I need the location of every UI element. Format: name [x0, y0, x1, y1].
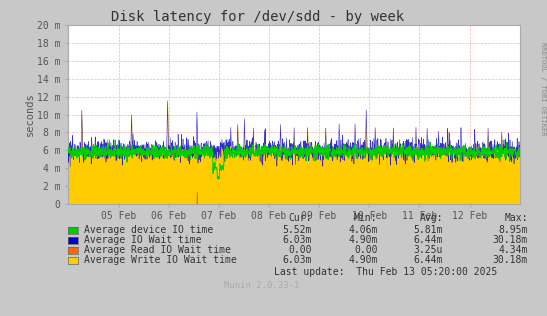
Text: Min:: Min:: [354, 213, 377, 223]
Text: 8.95m: 8.95m: [498, 225, 528, 235]
Text: 6.03m: 6.03m: [282, 255, 312, 265]
Text: 0.00: 0.00: [354, 245, 377, 255]
Text: 5.52m: 5.52m: [282, 225, 312, 235]
Text: Cur:: Cur:: [288, 213, 312, 223]
Text: 5.81m: 5.81m: [414, 225, 443, 235]
Text: 6.44m: 6.44m: [414, 235, 443, 245]
Text: Max:: Max:: [504, 213, 528, 223]
Text: Average device IO time: Average device IO time: [84, 225, 213, 235]
Text: 6.03m: 6.03m: [282, 235, 312, 245]
Text: 30.18m: 30.18m: [493, 235, 528, 245]
Text: Last update:  Thu Feb 13 05:20:00 2025: Last update: Thu Feb 13 05:20:00 2025: [274, 267, 497, 277]
Text: 3.25u: 3.25u: [414, 245, 443, 255]
Text: 6.44m: 6.44m: [414, 255, 443, 265]
Text: 4.06m: 4.06m: [348, 225, 377, 235]
Text: Munin 2.0.33-1: Munin 2.0.33-1: [224, 282, 300, 290]
Text: 30.18m: 30.18m: [493, 255, 528, 265]
Text: Average Write IO Wait time: Average Write IO Wait time: [84, 255, 236, 265]
Y-axis label: seconds: seconds: [25, 93, 34, 137]
Text: 4.90m: 4.90m: [348, 255, 377, 265]
Text: 4.34m: 4.34m: [498, 245, 528, 255]
Text: Average Read IO Wait time: Average Read IO Wait time: [84, 245, 231, 255]
Text: 0.00: 0.00: [288, 245, 312, 255]
Text: RRDTOOL / TOBI OETIKER: RRDTOOL / TOBI OETIKER: [540, 42, 546, 135]
Text: Disk latency for /dev/sdd - by week: Disk latency for /dev/sdd - by week: [110, 10, 404, 24]
Text: Average IO Wait time: Average IO Wait time: [84, 235, 201, 245]
Text: Avg:: Avg:: [420, 213, 443, 223]
Text: 4.90m: 4.90m: [348, 235, 377, 245]
